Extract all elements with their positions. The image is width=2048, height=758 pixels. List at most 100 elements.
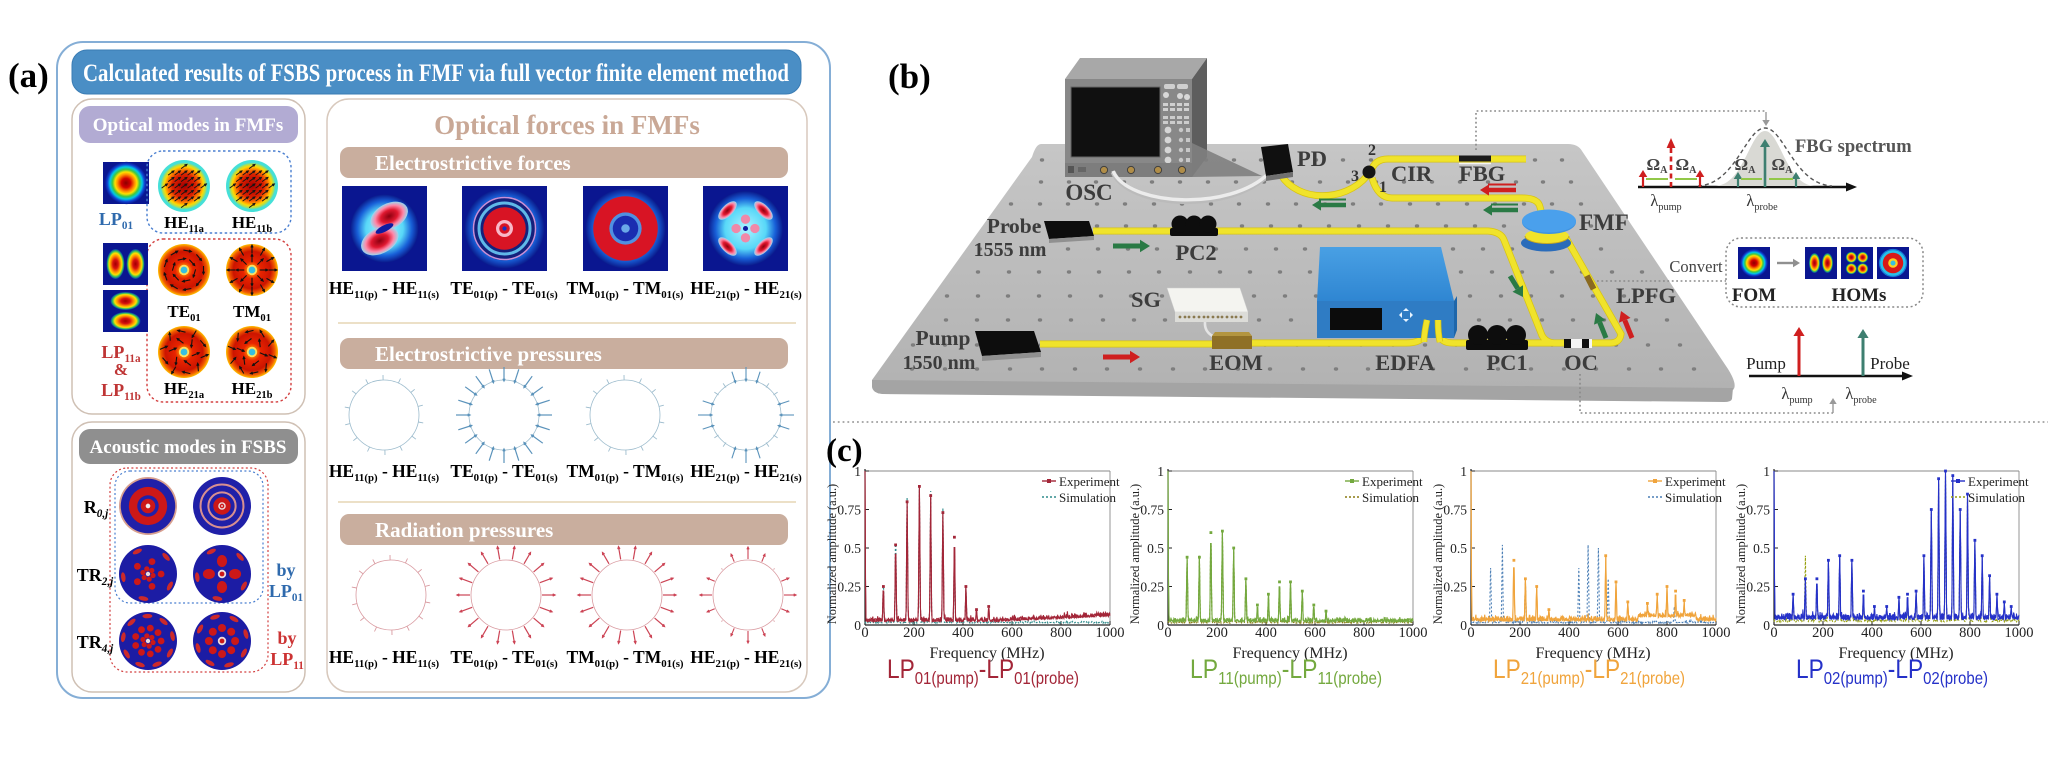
- svg-text:FBG spectrum: FBG spectrum: [1795, 137, 1912, 157]
- svg-text:1000: 1000: [1399, 625, 1428, 641]
- svg-text:LP21(pump)-LP21(probe): LP21(pump)-LP21(probe): [1493, 654, 1685, 688]
- svg-text:0.25: 0.25: [1443, 580, 1467, 595]
- svg-text:Frequency (MHz): Frequency (MHz): [929, 645, 1044, 662]
- svg-text:800: 800: [1959, 625, 1981, 641]
- svg-text:Frequency (MHz): Frequency (MHz): [1838, 645, 1953, 662]
- svg-text:1000: 1000: [1702, 625, 1731, 641]
- svg-text:1555 nm: 1555 nm: [974, 239, 1047, 261]
- svg-text:by: by: [276, 560, 295, 580]
- svg-text:Experiment: Experiment: [1665, 474, 1726, 489]
- svg-text:400: 400: [1255, 625, 1277, 641]
- svg-text:0.5: 0.5: [1753, 541, 1770, 556]
- svg-text:Simulation: Simulation: [1968, 490, 2026, 505]
- svg-text:&: &: [114, 360, 128, 379]
- svg-text:1: 1: [1157, 464, 1164, 479]
- svg-text:200: 200: [1812, 625, 1834, 641]
- svg-text:PC2: PC2: [1175, 240, 1216, 265]
- svg-text:PC1: PC1: [1486, 350, 1527, 375]
- svg-text:Radiation pressures: Radiation pressures: [375, 518, 553, 542]
- svg-text:0.5: 0.5: [844, 541, 861, 556]
- svg-text:2: 2: [1368, 142, 1376, 159]
- svg-text:0: 0: [1763, 618, 1770, 633]
- svg-text:LPFG: LPFG: [1616, 283, 1676, 308]
- svg-text:Acoustic modes in FSBS: Acoustic modes in FSBS: [90, 437, 287, 458]
- svg-text:0.75: 0.75: [1746, 503, 1770, 518]
- svg-text:600: 600: [1910, 625, 1932, 641]
- svg-text:LP11(pump)-LP11(probe): LP11(pump)-LP11(probe): [1190, 654, 1382, 688]
- svg-text:Normalized amplitude (a.u.): Normalized amplitude (a.u.): [1734, 484, 1748, 624]
- svg-text:800: 800: [1656, 625, 1678, 641]
- svg-text:1000: 1000: [2005, 625, 2034, 641]
- svg-text:ΩA: ΩA: [1647, 155, 1669, 176]
- svg-text:0.75: 0.75: [837, 503, 861, 518]
- svg-text:Probe: Probe: [987, 214, 1042, 238]
- svg-text:0: 0: [1157, 618, 1164, 633]
- svg-text:FBG: FBG: [1459, 161, 1505, 186]
- svg-text:Normalized amplitude (a.u.): Normalized amplitude (a.u.): [1431, 484, 1445, 624]
- svg-text:PD: PD: [1297, 146, 1327, 171]
- svg-text:0.75: 0.75: [1443, 503, 1467, 518]
- svg-text:0.25: 0.25: [1746, 580, 1770, 595]
- svg-text:Electrostrictive forces: Electrostrictive forces: [375, 151, 571, 175]
- svg-text:Electrostrictive pressures: Electrostrictive pressures: [375, 342, 602, 366]
- svg-text:LP01(pump)-LP01(probe): LP01(pump)-LP01(probe): [887, 654, 1079, 688]
- svg-text:0: 0: [1460, 618, 1467, 633]
- svg-text:(c): (c): [826, 433, 863, 469]
- svg-text:Simulation: Simulation: [1362, 490, 1420, 505]
- svg-text:3: 3: [1351, 168, 1359, 185]
- svg-text:1000: 1000: [1096, 625, 1125, 641]
- svg-text:Pump: Pump: [1746, 354, 1786, 373]
- svg-text:(a): (a): [8, 56, 49, 95]
- svg-text:600: 600: [1304, 625, 1326, 641]
- svg-text:1: 1: [854, 464, 861, 479]
- svg-text:200: 200: [903, 625, 925, 641]
- svg-text:600: 600: [1607, 625, 1629, 641]
- svg-text:Pump: Pump: [916, 326, 971, 350]
- svg-text:1550 nm: 1550 nm: [903, 352, 976, 374]
- svg-text:200: 200: [1509, 625, 1531, 641]
- svg-text:λpump: λpump: [1781, 384, 1812, 406]
- svg-text:Optical modes in FMFs: Optical modes in FMFs: [93, 115, 284, 136]
- svg-text:Optical forces in FMFs: Optical forces in FMFs: [434, 110, 700, 140]
- svg-text:Normalized amplitude (a.u.): Normalized amplitude (a.u.): [1128, 484, 1142, 624]
- svg-text:400: 400: [1861, 625, 1883, 641]
- svg-text:1: 1: [1379, 179, 1387, 196]
- svg-text:HE21(p) - HE21(s): HE21(p) - HE21(s): [690, 461, 802, 484]
- svg-text:0: 0: [1770, 625, 1777, 641]
- svg-text:1: 1: [1460, 464, 1467, 479]
- svg-text:800: 800: [1353, 625, 1375, 641]
- svg-text:SG: SG: [1131, 287, 1161, 312]
- svg-text:by: by: [277, 628, 296, 648]
- svg-text:800: 800: [1050, 625, 1072, 641]
- svg-text:Simulation: Simulation: [1665, 490, 1723, 505]
- svg-text:(b): (b): [888, 57, 931, 96]
- svg-text:400: 400: [1558, 625, 1580, 641]
- svg-text:λpump: λpump: [1650, 191, 1681, 213]
- svg-text:FOM: FOM: [1732, 285, 1776, 306]
- svg-text:0: 0: [1164, 625, 1171, 641]
- svg-text:Experiment: Experiment: [1968, 474, 2029, 489]
- svg-text:1: 1: [1763, 464, 1770, 479]
- svg-text:OC: OC: [1564, 350, 1598, 375]
- svg-text:Convert: Convert: [1669, 257, 1723, 276]
- svg-text:λprobe: λprobe: [1746, 191, 1778, 213]
- svg-text:0.25: 0.25: [1140, 580, 1164, 595]
- svg-text:Frequency (MHz): Frequency (MHz): [1535, 645, 1650, 662]
- svg-text:Frequency (MHz): Frequency (MHz): [1232, 645, 1347, 662]
- svg-text:0.5: 0.5: [1147, 541, 1164, 556]
- svg-text:0: 0: [861, 625, 868, 641]
- svg-text:Simulation: Simulation: [1059, 490, 1117, 505]
- svg-text:400: 400: [952, 625, 974, 641]
- svg-text:LP02(pump)-LP02(probe): LP02(pump)-LP02(probe): [1796, 654, 1988, 688]
- svg-text:λprobe: λprobe: [1845, 384, 1877, 406]
- svg-text:OSC: OSC: [1065, 180, 1112, 205]
- svg-text:Calculated results of FSBS pro: Calculated results of FSBS process in FM…: [83, 60, 789, 87]
- svg-text:Probe: Probe: [1870, 354, 1910, 373]
- svg-text:ΩA: ΩA: [1676, 155, 1698, 176]
- svg-text:Experiment: Experiment: [1362, 474, 1423, 489]
- svg-text:0.5: 0.5: [1450, 541, 1467, 556]
- svg-text:600: 600: [1001, 625, 1023, 641]
- svg-text:FMF: FMF: [1579, 210, 1629, 235]
- svg-text:Experiment: Experiment: [1059, 474, 1120, 489]
- svg-text:HOMs: HOMs: [1832, 285, 1887, 306]
